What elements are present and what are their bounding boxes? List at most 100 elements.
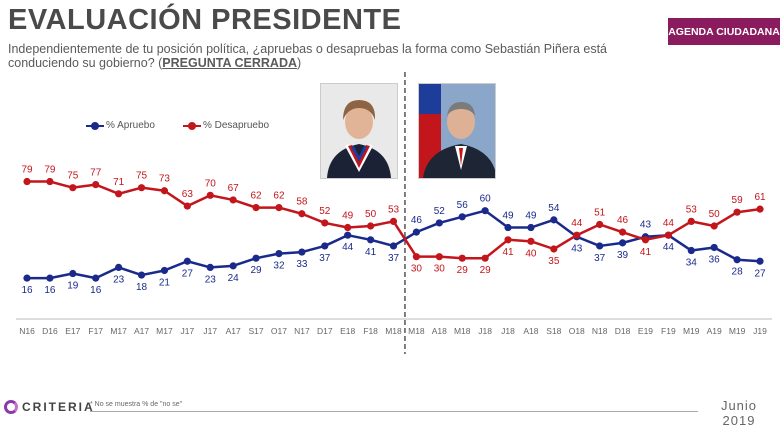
x-tick-label: F19: [661, 326, 676, 336]
data-point: [504, 223, 512, 232]
pinera-photo: [418, 83, 496, 179]
data-label: 52: [434, 206, 446, 217]
data-point: [344, 223, 352, 232]
data-label: 29: [251, 265, 263, 276]
x-tick-label: E17: [65, 326, 80, 336]
x-tick-label: F18: [363, 326, 378, 336]
footnote: * No se muestra % de "no se": [90, 401, 183, 408]
data-label: 46: [617, 215, 629, 226]
data-label: 34: [686, 258, 698, 269]
data-point: [69, 269, 77, 278]
x-tick-label: M17: [110, 326, 127, 336]
data-label: 37: [319, 253, 331, 264]
data-point: [183, 202, 191, 210]
report-date: Junio 2019: [712, 398, 766, 428]
data-point: [115, 190, 123, 198]
x-tick-label: M17: [156, 326, 173, 336]
data-point: [435, 219, 443, 227]
data-point: [710, 222, 718, 230]
data-point: [137, 184, 146, 192]
legend-disapprove: % Desapruebo: [182, 120, 270, 131]
data-point: [733, 208, 741, 216]
x-tick-label: D16: [42, 326, 58, 336]
x-tick-label: S17: [249, 326, 264, 336]
data-point: [23, 177, 31, 186]
criteria-ring-icon: [4, 400, 18, 414]
data-label: 79: [44, 165, 56, 176]
data-point: [252, 204, 260, 212]
x-tick-label: A17: [134, 326, 149, 336]
data-label: 24: [228, 273, 240, 284]
x-tick-label: E19: [638, 326, 653, 336]
x-tick-label: M18: [454, 326, 471, 336]
data-label: 44: [663, 218, 675, 229]
data-point: [458, 254, 466, 262]
legend-approve-marker: [86, 121, 104, 130]
data-point: [46, 274, 54, 282]
data-label: 19: [67, 281, 79, 292]
data-point: [321, 219, 329, 227]
data-point: [458, 213, 466, 221]
x-tick-label: J18: [478, 326, 492, 336]
x-tick-label: M18: [385, 326, 402, 336]
page-title: EVALUACIÓN PRESIDENTE: [8, 4, 402, 36]
data-label: 18: [136, 282, 148, 293]
pinera-portrait-icon: [419, 84, 495, 178]
data-label: 53: [686, 204, 698, 215]
data-point: [618, 228, 627, 236]
data-point: [733, 256, 741, 264]
x-tick-label: M19: [729, 326, 746, 336]
question-subtitle: Independientemente de tu posición políti…: [8, 42, 658, 70]
data-point: [504, 236, 512, 244]
x-tick-label: M19: [683, 326, 700, 336]
data-point: [618, 239, 627, 247]
data-label: 28: [732, 267, 744, 278]
legend-approve-label: % Apruebo: [106, 120, 155, 131]
data-point: [596, 242, 604, 250]
data-label: 44: [342, 242, 354, 253]
data-label: 63: [182, 189, 194, 200]
data-label: 27: [182, 268, 194, 279]
data-label: 51: [594, 207, 606, 218]
subtitle-end: ): [297, 56, 302, 70]
data-point: [69, 184, 77, 192]
data-label: 61: [754, 192, 766, 203]
data-point: [687, 246, 695, 255]
data-label: 39: [617, 250, 629, 261]
data-point: [641, 236, 650, 244]
data-label: 49: [342, 211, 354, 222]
data-label: 49: [502, 211, 514, 222]
data-label: 37: [594, 253, 606, 264]
series-line-disapprove: [27, 180, 761, 260]
data-label: 62: [273, 191, 285, 202]
data-point: [252, 254, 260, 262]
data-point: [321, 242, 329, 250]
data-label: 46: [411, 215, 423, 226]
data-label: 79: [21, 165, 33, 176]
x-tick-label: M18: [408, 326, 425, 336]
data-label: 41: [365, 247, 377, 258]
x-tick-label: E18: [340, 326, 355, 336]
data-label: 77: [90, 168, 102, 179]
data-label: 43: [571, 244, 583, 255]
data-point: [550, 245, 558, 253]
data-label: 75: [67, 171, 79, 182]
data-point: [298, 248, 306, 256]
data-point: [389, 242, 398, 250]
data-label: 58: [296, 197, 308, 208]
chart-legend: % Apruebo % Desapruebo: [86, 120, 269, 131]
data-label: 41: [502, 247, 514, 258]
x-tick-label: A17: [226, 326, 241, 336]
data-point: [550, 216, 558, 224]
data-point: [23, 274, 31, 282]
data-point: [664, 231, 672, 239]
data-label: 27: [754, 268, 766, 279]
legend-disapprove-label: % Desapruebo: [202, 120, 270, 131]
data-label: 21: [159, 277, 171, 288]
data-label: 30: [434, 264, 446, 275]
x-tick-label: D17: [317, 326, 333, 336]
data-point: [137, 271, 146, 279]
x-tick-label: J19: [753, 326, 767, 336]
agenda-badge: AGENDA CIUDADANA: [668, 18, 780, 45]
data-label: 16: [21, 285, 33, 296]
